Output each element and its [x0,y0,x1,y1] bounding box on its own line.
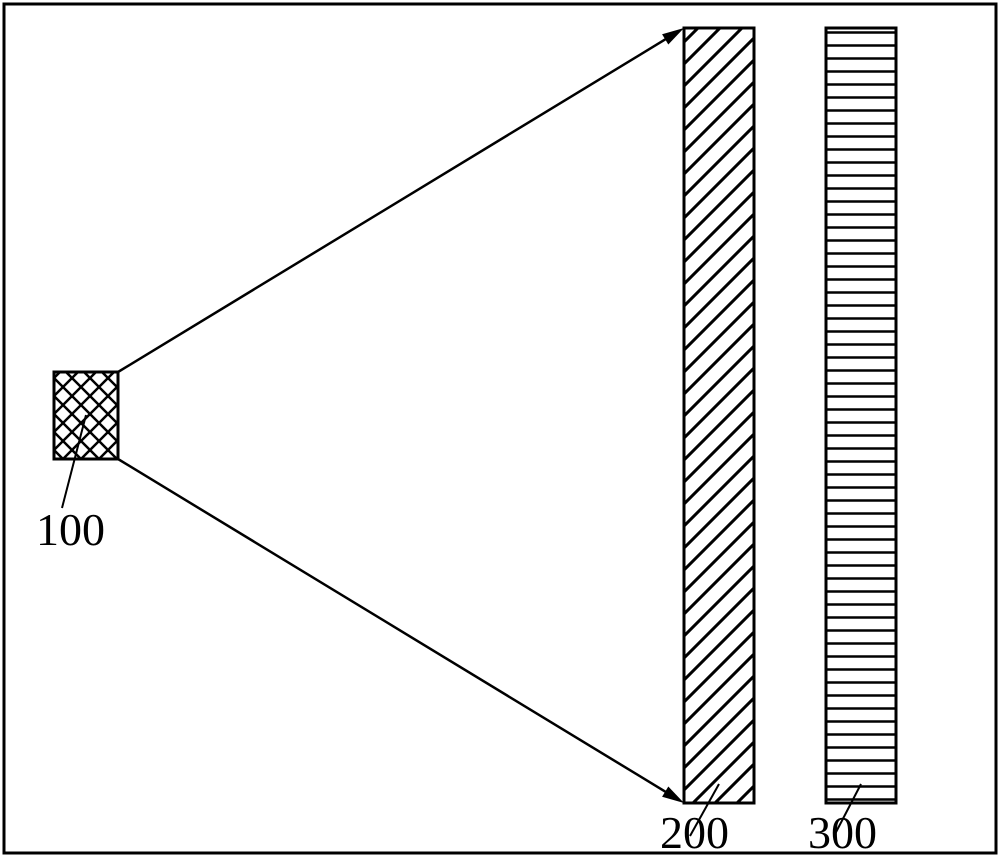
diagram-canvas: 100 200 300 [0,0,1000,857]
detector-block [826,28,896,803]
label-detector: 300 [808,807,877,857]
label-screen: 200 [660,807,729,857]
label-source: 100 [36,504,105,555]
screen-block [684,28,754,803]
beam-bottom-arrow [118,459,684,803]
beam-top-arrow [118,28,684,372]
